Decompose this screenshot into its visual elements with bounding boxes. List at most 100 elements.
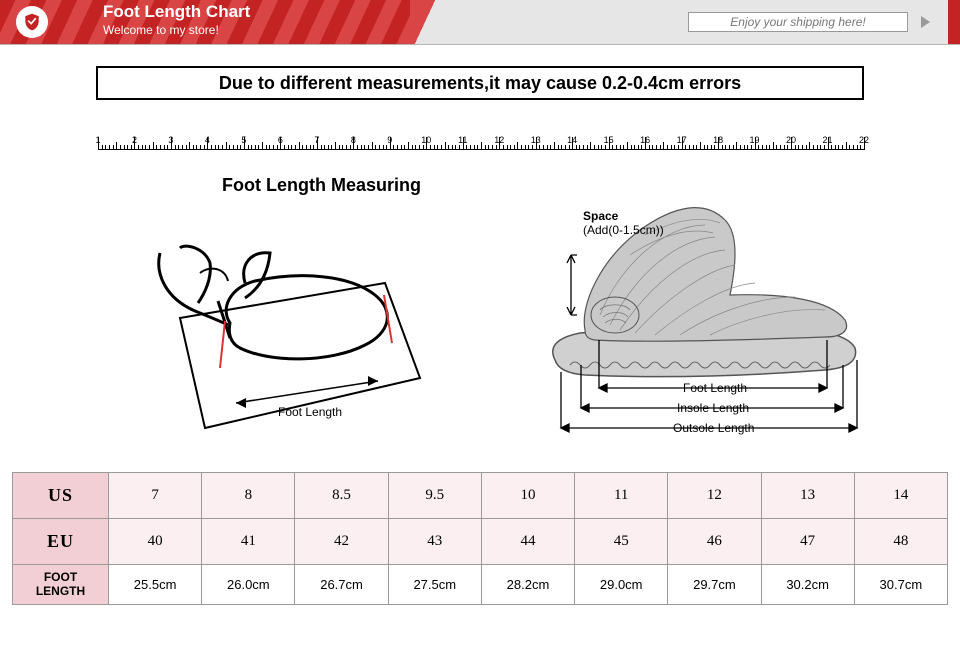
ruler-tick — [817, 145, 818, 150]
space-label: Space — [583, 209, 618, 223]
size-cell: 46 — [668, 519, 761, 565]
ruler-tick — [667, 145, 668, 150]
ruler-tick — [510, 145, 511, 150]
ruler-number: 12 — [489, 135, 509, 145]
size-cell: 30.7cm — [854, 565, 947, 605]
size-cell: 13 — [761, 473, 854, 519]
size-cell: 25.5cm — [109, 565, 202, 605]
ruler-tick — [284, 145, 285, 150]
ruler-tick — [849, 145, 850, 150]
ruler-tick — [652, 145, 653, 150]
ruler-tick — [149, 145, 150, 150]
ruler-tick — [714, 145, 715, 150]
size-cell: 14 — [854, 473, 947, 519]
ruler-tick — [693, 145, 694, 150]
ruler-tick — [186, 145, 187, 150]
ruler-number: 3 — [161, 135, 181, 145]
ruler-tick — [477, 145, 478, 150]
ruler-tick — [408, 142, 409, 150]
ruler-number: 6 — [270, 135, 290, 145]
header-subtitle: Welcome to my store! — [103, 23, 219, 37]
ruler-tick — [525, 145, 526, 150]
ruler-tick — [798, 145, 799, 150]
ruler-tick — [153, 142, 154, 150]
ruler-number: 8 — [343, 135, 363, 145]
ruler-tick — [189, 142, 190, 150]
size-cell: 43 — [388, 519, 481, 565]
size-cell: 27.5cm — [388, 565, 481, 605]
ruler-tick — [590, 142, 591, 150]
foot-length-label-left: Foot Length — [278, 405, 342, 419]
ruler-tick — [258, 145, 259, 150]
ruler-tick — [616, 145, 617, 150]
outsole-length-label: Outsole Length — [673, 421, 754, 435]
ruler-tick — [335, 142, 336, 150]
ruler-tick — [131, 145, 132, 150]
size-chart-table: US788.59.51011121314EU404142434445464748… — [12, 472, 948, 605]
size-cell: 8 — [202, 473, 295, 519]
ruler-tick — [127, 145, 128, 150]
ruler-tick — [707, 145, 708, 150]
size-cell: 40 — [109, 519, 202, 565]
ruler-tick — [620, 145, 621, 150]
header-underline — [0, 44, 960, 45]
size-cell: 11 — [575, 473, 668, 519]
ruler-tick — [766, 145, 767, 150]
ruler-tick — [470, 145, 471, 150]
ruler-tick — [386, 145, 387, 150]
ruler-tick — [331, 145, 332, 150]
ruler-number: 4 — [197, 135, 217, 145]
ruler-tick — [733, 145, 734, 150]
diagram-area: Foot Length Measuring Foot Length — [0, 165, 960, 445]
ruler-tick — [561, 145, 562, 150]
size-cell: 12 — [668, 473, 761, 519]
row-header: EU — [13, 519, 109, 565]
ruler-tick — [404, 145, 405, 150]
ruler-tick — [321, 145, 322, 150]
ruler-tick — [700, 142, 701, 150]
ruler-tick — [623, 145, 624, 150]
ruler-tick — [226, 142, 227, 150]
ruler-tick — [744, 145, 745, 150]
ruler-number: 5 — [234, 135, 254, 145]
ruler-tick — [583, 145, 584, 150]
ruler-tick — [445, 142, 446, 150]
ruler-tick — [455, 145, 456, 150]
ruler-tick — [740, 145, 741, 150]
ruler-tick — [156, 145, 157, 150]
ruler-tick — [342, 145, 343, 150]
ruler-tick — [565, 145, 566, 150]
ruler-tick — [295, 145, 296, 150]
ruler-tick — [419, 145, 420, 150]
ruler-tick — [627, 142, 628, 150]
ruler-tick — [579, 145, 580, 150]
ruler-tick — [776, 145, 777, 150]
ruler-number: 1 — [88, 135, 108, 145]
ruler-number: 10 — [416, 135, 436, 145]
ruler-tick — [824, 145, 825, 150]
ruler-tick — [412, 145, 413, 150]
ruler-tick — [324, 145, 325, 150]
ruler-tick — [649, 145, 650, 150]
ruler-tick — [594, 145, 595, 150]
table-row: US788.59.51011121314 — [13, 473, 948, 519]
ruler-number: 18 — [708, 135, 728, 145]
ruler-tick — [711, 145, 712, 150]
size-cell: 26.7cm — [295, 565, 388, 605]
ruler-tick — [835, 145, 836, 150]
ruler-tick — [138, 145, 139, 150]
ruler-tick — [302, 145, 303, 150]
ruler-tick — [430, 145, 431, 150]
ruler-tick — [364, 145, 365, 150]
ruler-tick — [853, 145, 854, 150]
ruler-tick — [328, 145, 329, 150]
ruler-tick — [634, 145, 635, 150]
ruler-tick — [361, 145, 362, 150]
ruler-number: 22 — [854, 135, 874, 145]
ruler-tick — [598, 145, 599, 150]
space-note: (Add(0-1.5cm)) — [583, 223, 664, 237]
ruler-tick — [488, 145, 489, 150]
ruler-tick — [543, 145, 544, 150]
size-cell: 30.2cm — [761, 565, 854, 605]
ruler-tick — [240, 145, 241, 150]
